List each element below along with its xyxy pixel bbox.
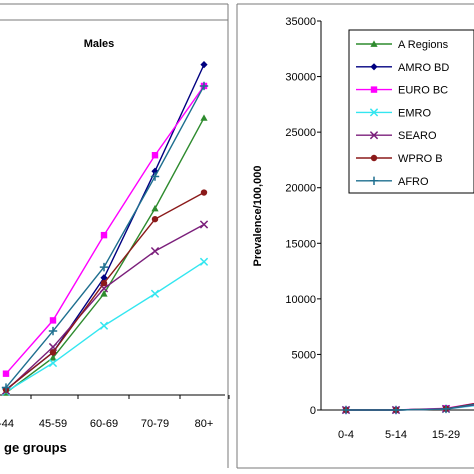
legend-swatch-marker xyxy=(369,176,379,185)
legend-item-a-regions: A Regions xyxy=(356,39,449,51)
left-data-point xyxy=(199,81,209,91)
legend-swatch-marker xyxy=(370,63,378,71)
legend-item-wpro-b: WPRO B xyxy=(356,153,443,165)
left-data-point xyxy=(48,358,58,368)
left-data-point xyxy=(100,279,108,287)
legend-item-afro: AFRO xyxy=(356,176,429,188)
left-series-euro-bc xyxy=(2,82,208,377)
legend-label: WPRO B xyxy=(398,153,443,165)
left-data-point xyxy=(199,220,209,229)
left-data-point xyxy=(151,204,159,212)
right-x-tick-label: 0-4 xyxy=(338,429,354,441)
left-data-point xyxy=(150,246,160,256)
right-y-tick-label: 35000 xyxy=(285,16,316,28)
left-data-point xyxy=(48,326,58,336)
right-data-point xyxy=(441,404,451,414)
left-data-point xyxy=(151,152,159,159)
left-x-axis-label: ge groups xyxy=(4,440,67,455)
right-series-amro-bd xyxy=(342,403,474,414)
right-y-tick-label: 5000 xyxy=(292,349,316,361)
left-series-a-regions xyxy=(2,114,208,396)
left-data-point xyxy=(99,262,109,272)
left-data-point xyxy=(199,257,209,266)
left-data-point xyxy=(2,370,10,377)
left-data-point xyxy=(1,383,11,392)
left-data-point xyxy=(99,321,109,330)
right-y-tick-label: 25000 xyxy=(285,127,316,139)
left-data-point xyxy=(200,114,208,121)
legend-swatch-marker xyxy=(370,154,378,162)
right-x-tick-label: 5-14 xyxy=(385,429,407,441)
right-x-tick-label: 15-29 xyxy=(432,429,460,441)
legend-box xyxy=(348,29,474,194)
left-series-wpro-b xyxy=(2,189,208,393)
left-chart-title: Males xyxy=(84,38,115,50)
left-x-tick-label: 60-69 xyxy=(90,418,118,430)
legend: A Regions AMRO BD EURO BC EMRO SEARO WPRO B AF… xyxy=(348,29,474,194)
left-data-point xyxy=(49,317,57,324)
legend-swatch-marker xyxy=(370,86,378,93)
right-series-afro xyxy=(341,403,474,415)
left-x-tick-label: 70-79 xyxy=(141,418,169,430)
left-x-tick-label: -44 xyxy=(0,418,14,430)
left-data-point xyxy=(49,349,57,356)
legend-swatch-marker xyxy=(370,40,378,47)
left-x-tick-label: 45-59 xyxy=(39,418,67,430)
right-series-searo xyxy=(341,404,474,415)
right-panel: Prevalence/100,000 0-4 5-14 15-29 0 5000 1000… xyxy=(236,3,474,469)
left-data-point xyxy=(100,231,108,239)
left-data-point xyxy=(200,61,208,69)
left-series-line-euro-bc xyxy=(5,85,205,375)
left-data-point xyxy=(200,189,208,196)
right-series-wpro-b xyxy=(342,403,474,414)
right-y-tick-label: 30000 xyxy=(285,72,316,84)
legend-swatch-marker xyxy=(369,108,379,117)
left-data-point xyxy=(150,172,160,181)
right-series-line-afro xyxy=(346,403,474,411)
legend-label: EURO BC xyxy=(398,85,448,97)
left-data-point xyxy=(100,274,108,282)
legend-label: A Regions xyxy=(398,39,449,51)
left-data-point xyxy=(150,289,160,298)
right-data-point xyxy=(341,405,351,415)
right-series-euro-bc xyxy=(342,402,474,414)
legend-item-searo: SEARO xyxy=(356,130,437,142)
legend-item-amro-bd: AMRO BD xyxy=(356,62,449,74)
right-y-tick-label: 10000 xyxy=(285,294,316,306)
legend-label: AFRO xyxy=(398,176,429,188)
right-y-tick-label: 0 xyxy=(310,405,316,417)
left-data-point xyxy=(151,215,159,223)
left-series-afro xyxy=(1,81,209,392)
left-data-point xyxy=(100,290,108,297)
legend-item-emro: EMRO xyxy=(356,107,431,119)
legend-swatch-marker xyxy=(369,131,379,140)
right-y-axis-label: Prevalence/100,000 xyxy=(252,166,264,267)
legend-label: EMRO xyxy=(398,107,431,119)
right-y-tick-label: 20000 xyxy=(285,183,316,195)
left-x-tick-label: 80+ xyxy=(195,418,214,430)
right-y-tick-label: 15000 xyxy=(285,238,316,250)
legend-label: SEARO xyxy=(398,130,437,142)
legend-item-euro-bc: EURO BC xyxy=(356,85,448,97)
left-data-point xyxy=(49,354,57,361)
right-data-point xyxy=(391,405,401,415)
legend-label: AMRO BD xyxy=(398,62,449,74)
left-panel: Males ge groups -44 45-59 60-69 70-79 80+ xyxy=(0,3,230,468)
